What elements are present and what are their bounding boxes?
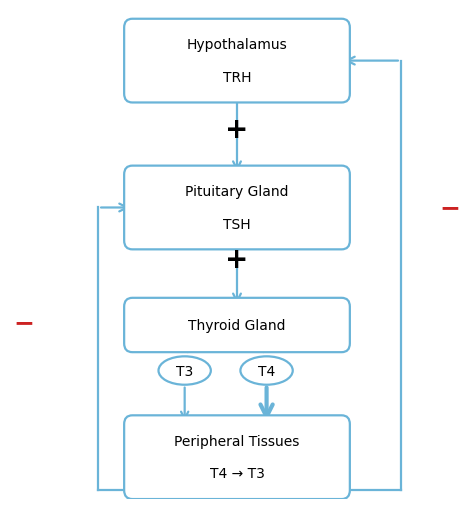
Text: T3: T3 <box>176 364 193 378</box>
Text: +: + <box>225 116 249 144</box>
Text: Pituitary Gland

TSH: Pituitary Gland TSH <box>185 185 289 231</box>
Text: T4: T4 <box>258 364 275 378</box>
Text: Hypothalamus

TRH: Hypothalamus TRH <box>187 38 287 84</box>
Text: Peripheral Tissues

T4 → T3: Peripheral Tissues T4 → T3 <box>174 434 300 480</box>
FancyBboxPatch shape <box>124 20 350 103</box>
Text: −: − <box>14 311 35 335</box>
Ellipse shape <box>240 357 293 385</box>
FancyBboxPatch shape <box>124 415 350 499</box>
FancyBboxPatch shape <box>124 298 350 352</box>
Text: −: − <box>439 196 460 220</box>
Ellipse shape <box>158 357 211 385</box>
FancyBboxPatch shape <box>124 166 350 250</box>
Text: +: + <box>225 245 249 273</box>
Text: Thyroid Gland: Thyroid Gland <box>188 318 286 332</box>
